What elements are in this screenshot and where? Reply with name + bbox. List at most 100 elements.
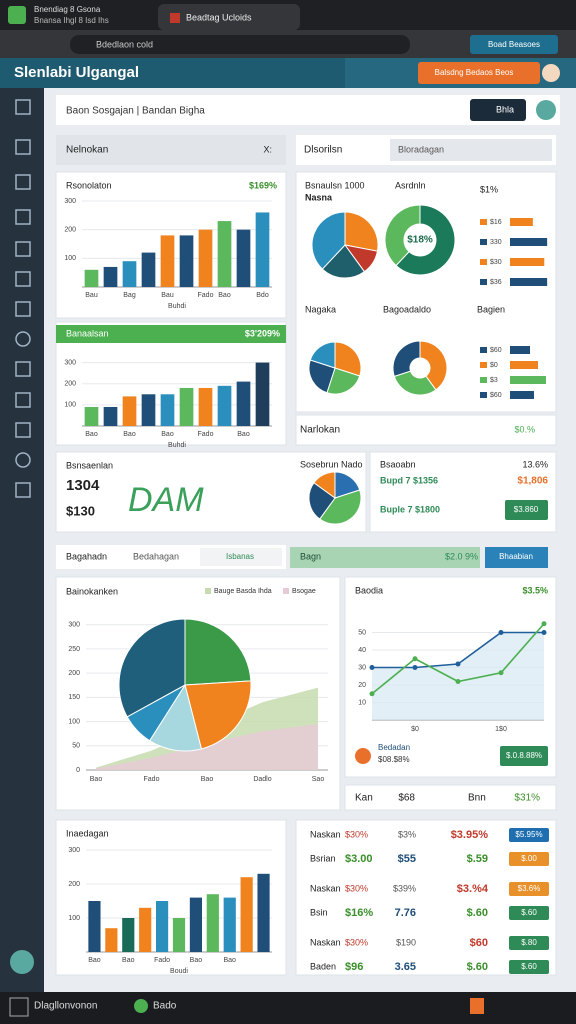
pie-slice xyxy=(309,341,336,369)
x-tick-label: Bao xyxy=(90,776,103,783)
pie-slice xyxy=(311,211,346,270)
y-tick-label: 200 xyxy=(68,670,80,677)
chart-subtitle: $169% xyxy=(249,180,277,190)
profile-button[interactable] xyxy=(470,35,558,54)
bar xyxy=(240,877,253,952)
url-text: Bdedlaon cold xyxy=(96,39,153,49)
legend-swatch xyxy=(480,279,487,285)
bar xyxy=(160,235,175,287)
bar xyxy=(160,394,175,426)
category-label: $60 xyxy=(490,347,502,354)
bar xyxy=(122,918,135,952)
big-number: DAM xyxy=(128,481,204,519)
label: $190 xyxy=(396,937,416,947)
bar xyxy=(223,897,236,952)
bar xyxy=(206,894,219,952)
active-tab[interactable] xyxy=(158,4,300,30)
avatar[interactable] xyxy=(536,100,556,120)
point xyxy=(412,665,418,670)
badge xyxy=(509,882,549,896)
label[interactable]: Bagahadn xyxy=(66,551,107,561)
badge xyxy=(509,828,549,842)
toolbar-button[interactable] xyxy=(470,99,526,121)
bar xyxy=(103,266,118,287)
sidebar xyxy=(0,88,44,992)
chart-title: Asrdnln xyxy=(395,180,426,190)
label: $3.860 xyxy=(514,505,539,514)
avatar[interactable] xyxy=(542,64,560,82)
taskbar-icon[interactable] xyxy=(134,999,148,1013)
label[interactable]: Bedahagan xyxy=(133,551,179,561)
x-tick-label: Bdo xyxy=(256,292,269,299)
label[interactable]: X: xyxy=(263,144,272,154)
label: Naskan xyxy=(310,937,341,947)
legend-swatch xyxy=(480,392,487,398)
x-tick-label: Bao xyxy=(161,431,174,438)
panel xyxy=(344,784,557,811)
bar xyxy=(105,928,118,952)
dropdown[interactable] xyxy=(200,548,282,566)
label: $.59 xyxy=(467,853,488,865)
header-button[interactable] xyxy=(418,62,540,84)
x-tick-label: Fado xyxy=(144,776,160,783)
y-tick-label: 200 xyxy=(68,881,80,888)
label: Naskan xyxy=(310,829,341,839)
point xyxy=(498,670,504,676)
legend-swatch xyxy=(283,588,289,594)
tab-icon xyxy=(170,13,180,23)
label: Bupd 7 $1356 xyxy=(380,475,438,485)
breadcrumb: Baon Sosgajan | Bandan Bigha xyxy=(66,106,205,117)
start-icon[interactable] xyxy=(9,997,29,1017)
x-tick-label: Dadlo xyxy=(253,776,271,783)
label: $.60 xyxy=(467,907,488,919)
bar xyxy=(198,387,213,426)
pie-slice xyxy=(392,340,421,377)
x-tick-label: Bao xyxy=(122,957,135,964)
x-tick-label: Bao xyxy=(190,957,203,964)
label: $.0.8.88% xyxy=(506,751,542,760)
app-title: Slenlabi Ulgangal xyxy=(14,64,139,81)
x-axis-title: Buhdi xyxy=(168,303,186,310)
x-tick-label: Bao xyxy=(123,431,136,438)
url-box[interactable] xyxy=(70,35,410,54)
icon xyxy=(355,748,371,764)
sidebar-avatar[interactable] xyxy=(10,950,34,974)
sidebar-icons[interactable] xyxy=(15,99,31,498)
chart-title: Rsonolaton xyxy=(66,180,112,190)
chart-title: Nagaka xyxy=(305,304,336,314)
legend-label: Bauge Basda Ihda xyxy=(214,588,272,595)
tray-icon[interactable] xyxy=(470,998,484,1014)
bar xyxy=(179,235,194,287)
label: $68 xyxy=(398,793,415,804)
x-tick-label: Bao xyxy=(218,292,231,299)
label: Bsin xyxy=(310,907,328,917)
button[interactable] xyxy=(485,547,548,568)
chart-title: Sosebrun Nado xyxy=(300,459,363,469)
x-tick-label: 1$0 xyxy=(495,726,507,733)
pie-slice xyxy=(321,244,366,279)
x-axis-title: Boudi xyxy=(170,968,188,975)
label: $60 xyxy=(470,937,488,949)
label: $2.0 9% xyxy=(445,551,478,561)
y-tick-label: 100 xyxy=(68,915,80,922)
point xyxy=(369,691,375,697)
bar xyxy=(122,261,137,287)
label: $30% xyxy=(345,937,368,947)
chart-title: $1% xyxy=(480,184,498,194)
label: Dlsorilsn xyxy=(304,145,342,156)
label: $3.95% xyxy=(451,829,489,841)
label: Bhaabian xyxy=(499,552,533,561)
legend-swatch xyxy=(205,588,211,594)
point xyxy=(455,679,461,684)
bar xyxy=(255,212,270,287)
chart-title: Inaedagan xyxy=(66,828,109,838)
label: $130 xyxy=(66,503,95,518)
bar xyxy=(156,901,169,952)
bar xyxy=(510,391,534,399)
chart-title: Banaalsan xyxy=(66,328,109,338)
pie-slice xyxy=(419,340,448,391)
label: Bsnsaenlan xyxy=(66,460,113,470)
y-tick-label: 10 xyxy=(358,699,366,706)
x-axis-title: Buhdi xyxy=(168,442,186,449)
search-box[interactable] xyxy=(390,139,552,161)
